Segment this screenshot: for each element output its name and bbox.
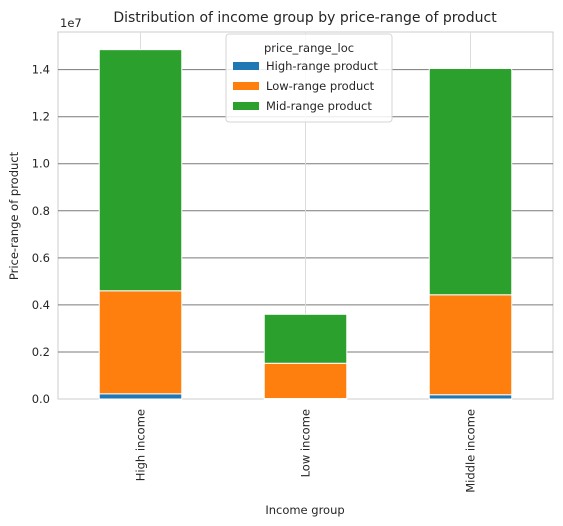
y-tick-label: 1.2 (32, 110, 50, 124)
bars (98, 49, 513, 400)
legend-label: Low-range product (266, 79, 375, 93)
y-tick-label: 0.0 (32, 392, 50, 406)
bar-segment (428, 394, 513, 400)
y-tick-labels: 0.0 0.2 0.4 0.6 0.8 1.0 1.2 1.4 (32, 63, 50, 406)
legend-label: High-range product (266, 59, 378, 73)
bar-segment (263, 313, 348, 364)
chart-title: Distribution of income group by price-ra… (113, 10, 497, 26)
x-axis-label: Income group (265, 503, 344, 517)
legend-box (225, 33, 393, 123)
legend: price_range_loc High-range product Low-ra… (225, 33, 393, 123)
x-tick-labels: High income Low income Middle income (134, 409, 478, 493)
bar-segment (98, 393, 183, 400)
legend-title: price_range_loc (264, 41, 354, 55)
y-tick-label: 1.0 (32, 157, 50, 171)
y-axis-label: Price-range of product (7, 151, 21, 280)
y-tick-label: 0.8 (32, 204, 50, 218)
x-tick-label: High income (134, 409, 148, 481)
y-tick-label: 0.6 (32, 251, 50, 265)
legend-swatch (233, 82, 259, 90)
legend-swatch (233, 62, 259, 70)
x-tick-label: Low income (299, 409, 313, 477)
legend-items: High-range product Low-range product Mid-r… (233, 59, 378, 113)
y-offset-text: 1e7 (60, 16, 82, 30)
y-tick-label: 0.4 (32, 298, 50, 312)
y-tick-label: 0.2 (32, 345, 50, 359)
legend-label: Mid-range product (266, 99, 372, 113)
bar-segment (98, 290, 183, 395)
legend-swatch (233, 102, 259, 110)
bar-segment (98, 49, 183, 292)
bar-segment (263, 362, 348, 400)
x-tick-label: Middle income (464, 409, 478, 493)
y-tick-label: 1.4 (32, 63, 50, 77)
bar-segment (428, 67, 513, 296)
bar-segment (428, 294, 513, 396)
